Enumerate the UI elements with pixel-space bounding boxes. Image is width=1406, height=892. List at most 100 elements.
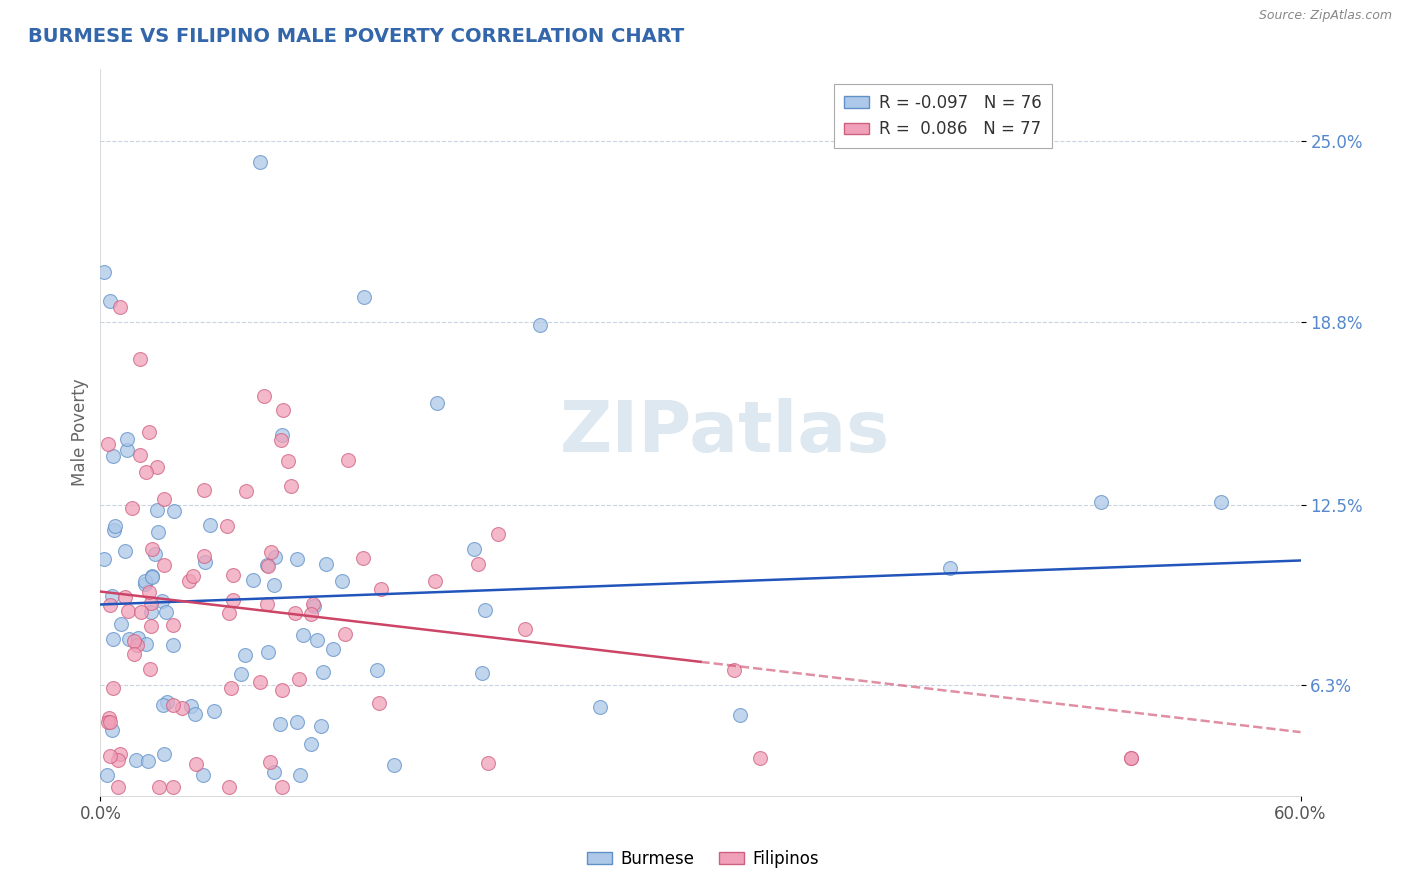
Point bbox=[277, 454, 299, 468]
Point bbox=[309, 719, 332, 733]
Point bbox=[121, 500, 143, 515]
Point bbox=[253, 389, 276, 403]
Text: ZIPatlas: ZIPatlas bbox=[560, 398, 890, 467]
Point bbox=[263, 550, 285, 565]
Point bbox=[96, 768, 118, 782]
Point bbox=[423, 574, 446, 588]
Point bbox=[285, 714, 308, 729]
Point bbox=[271, 683, 294, 698]
Point bbox=[256, 558, 278, 573]
Point bbox=[118, 632, 141, 647]
Point bbox=[150, 594, 173, 608]
Point bbox=[180, 699, 202, 714]
Point bbox=[529, 318, 551, 332]
Point bbox=[162, 698, 184, 712]
Point bbox=[287, 552, 309, 566]
Point bbox=[589, 700, 612, 714]
Point bbox=[463, 542, 485, 557]
Point bbox=[256, 558, 278, 572]
Point bbox=[110, 300, 132, 314]
Point bbox=[127, 631, 149, 645]
Point bbox=[135, 465, 157, 479]
Point bbox=[259, 756, 281, 770]
Point bbox=[263, 765, 285, 780]
Point bbox=[141, 568, 163, 582]
Point bbox=[219, 681, 242, 695]
Point bbox=[101, 590, 124, 604]
Point bbox=[215, 519, 238, 533]
Point bbox=[368, 696, 391, 710]
Point bbox=[129, 448, 152, 462]
Point bbox=[93, 552, 115, 566]
Point bbox=[728, 708, 751, 723]
Point bbox=[110, 616, 132, 631]
Point bbox=[138, 425, 160, 439]
Point bbox=[141, 596, 163, 610]
Point bbox=[235, 484, 257, 499]
Point bbox=[299, 737, 322, 751]
Point bbox=[162, 638, 184, 652]
Point bbox=[471, 665, 494, 680]
Y-axis label: Male Poverty: Male Poverty bbox=[72, 378, 89, 486]
Point bbox=[139, 606, 162, 620]
Point bbox=[222, 592, 245, 607]
Point bbox=[177, 574, 200, 588]
Point bbox=[302, 597, 325, 611]
Point bbox=[288, 768, 311, 782]
Point bbox=[148, 780, 170, 794]
Point bbox=[146, 503, 169, 517]
Point bbox=[162, 780, 184, 794]
Point bbox=[193, 483, 215, 498]
Point bbox=[366, 663, 388, 677]
Point bbox=[291, 628, 314, 642]
Point bbox=[97, 715, 120, 730]
Point bbox=[98, 748, 121, 763]
Point bbox=[939, 560, 962, 574]
Point bbox=[139, 663, 162, 677]
Point bbox=[115, 432, 138, 446]
Point bbox=[233, 648, 256, 662]
Point bbox=[271, 780, 294, 794]
Point bbox=[384, 758, 406, 772]
Point bbox=[98, 598, 121, 612]
Point bbox=[312, 665, 335, 680]
Point bbox=[93, 265, 115, 279]
Point bbox=[271, 403, 294, 417]
Point bbox=[97, 711, 120, 725]
Point bbox=[163, 504, 186, 518]
Point bbox=[114, 590, 136, 604]
Point bbox=[152, 698, 174, 713]
Point bbox=[134, 574, 156, 589]
Point bbox=[202, 704, 225, 718]
Point bbox=[249, 154, 271, 169]
Point bbox=[1090, 495, 1112, 509]
Point bbox=[194, 555, 217, 569]
Point bbox=[198, 517, 221, 532]
Point bbox=[127, 638, 149, 652]
Point bbox=[138, 585, 160, 599]
Point bbox=[270, 433, 292, 447]
Point bbox=[141, 570, 163, 584]
Point bbox=[101, 449, 124, 463]
Point bbox=[114, 543, 136, 558]
Point bbox=[249, 675, 271, 690]
Point bbox=[115, 443, 138, 458]
Point bbox=[353, 289, 375, 303]
Point bbox=[125, 753, 148, 767]
Point bbox=[184, 756, 207, 771]
Point bbox=[141, 542, 163, 557]
Point bbox=[352, 550, 374, 565]
Point bbox=[101, 681, 124, 695]
Point bbox=[260, 545, 283, 559]
Point bbox=[98, 294, 121, 309]
Point bbox=[288, 672, 311, 686]
Point bbox=[256, 645, 278, 659]
Point bbox=[97, 436, 120, 450]
Point bbox=[110, 747, 132, 761]
Point bbox=[218, 606, 240, 620]
Point bbox=[141, 619, 163, 633]
Point bbox=[172, 701, 194, 715]
Point bbox=[269, 716, 291, 731]
Point bbox=[467, 558, 489, 572]
Point bbox=[280, 479, 302, 493]
